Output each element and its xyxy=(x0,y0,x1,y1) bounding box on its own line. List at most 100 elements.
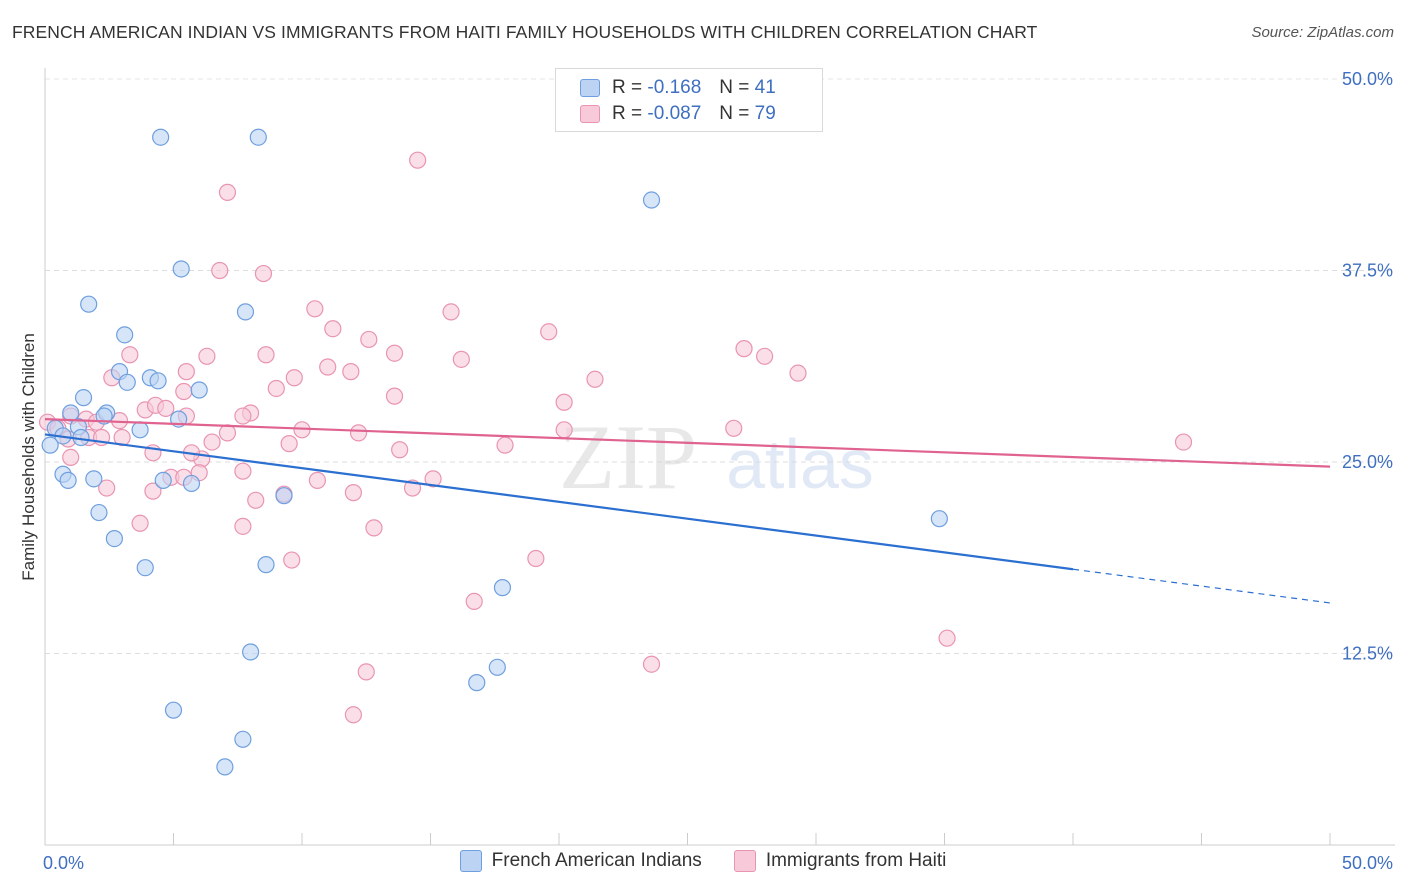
point-french-american-indians-23 xyxy=(85,470,103,488)
legend-item-immigrants-from-haiti: Immigrants from Haiti xyxy=(733,850,947,872)
point-immigrants-from-haiti-74 xyxy=(938,629,956,647)
point-french-american-indians-11 xyxy=(74,389,93,407)
point-french-american-indians-27 xyxy=(275,487,293,505)
point-french-american-indians-30 xyxy=(105,529,123,548)
point-immigrants-from-haiti-41 xyxy=(349,424,368,442)
point-immigrants-from-haiti-10 xyxy=(257,346,275,364)
point-french-american-indians-40 xyxy=(149,372,167,390)
point-immigrants-from-haiti-9 xyxy=(121,346,139,364)
point-french-american-indians-0 xyxy=(152,128,170,146)
point-immigrants-from-haiti-6 xyxy=(324,320,342,338)
point-immigrants-from-haiti-18 xyxy=(342,363,360,381)
legend-blue-r-value: -0.168 xyxy=(647,77,702,98)
point-french-american-indians-29 xyxy=(930,510,948,528)
point-immigrants-from-haiti-58 xyxy=(234,462,252,480)
point-french-american-indians-28 xyxy=(90,503,108,522)
point-immigrants-from-haiti-0 xyxy=(409,151,427,169)
point-immigrants-from-haiti-2 xyxy=(211,261,229,280)
point-french-american-indians-37 xyxy=(164,701,183,719)
point-immigrants-from-haiti-3 xyxy=(254,264,273,283)
y-axis-label: Family Households with Children xyxy=(19,333,38,581)
point-immigrants-from-haiti-4 xyxy=(306,300,324,318)
point-immigrants-from-haiti-49 xyxy=(280,435,298,453)
x-tick-label-0: 0.0% xyxy=(43,853,84,873)
point-french-american-indians-36 xyxy=(468,674,486,692)
point-french-american-indians-38 xyxy=(234,730,252,748)
point-immigrants-from-haiti-51 xyxy=(391,441,409,459)
axes xyxy=(44,68,1395,846)
point-french-american-indians-32 xyxy=(136,559,154,577)
point-immigrants-from-haiti-42 xyxy=(218,424,237,442)
legend-pink-r-label: R = xyxy=(612,103,643,124)
point-french-american-indians-3 xyxy=(172,260,190,278)
point-immigrants-from-haiti-7 xyxy=(540,323,558,341)
point-immigrants-from-haiti-50 xyxy=(496,436,514,454)
legend-blue-n-label: N = xyxy=(719,77,750,98)
point-french-american-indians-2 xyxy=(642,191,661,209)
y-tick-label-0: 12.5% xyxy=(1342,644,1393,664)
y-tick-label-3: 50.0% xyxy=(1342,69,1393,89)
legend-row-pink: R = -0.087 N = 79 xyxy=(580,101,776,127)
legend-swatch-french-american-indians xyxy=(459,850,482,872)
point-immigrants-from-haiti-77 xyxy=(344,706,362,724)
point-french-american-indians-39 xyxy=(216,758,234,776)
legend-pink-r-value: -0.087 xyxy=(647,103,702,124)
point-immigrants-from-haiti-15 xyxy=(755,347,774,365)
y-tick-label-1: 25.0% xyxy=(1342,452,1393,472)
point-immigrants-from-haiti-71 xyxy=(527,549,545,568)
point-french-american-indians-6 xyxy=(116,326,134,344)
point-immigrants-from-haiti-72 xyxy=(283,551,301,569)
point-immigrants-from-haiti-11 xyxy=(385,344,404,362)
point-french-american-indians-20 xyxy=(41,436,59,454)
legend-label-immigrants-from-haiti: Immigrants from Haiti xyxy=(765,850,947,871)
point-immigrants-from-haiti-62 xyxy=(424,470,442,488)
chart-source: Source: ZipAtlas.com xyxy=(1251,24,1394,41)
point-immigrants-from-haiti-8 xyxy=(360,330,378,349)
point-french-american-indians-24 xyxy=(59,471,77,489)
trend-lines xyxy=(44,418,1331,604)
point-immigrants-from-haiti-17 xyxy=(177,363,195,381)
point-french-american-indians-35 xyxy=(488,658,506,676)
legend-swatch-immigrants-from-haiti xyxy=(733,850,756,872)
point-immigrants-from-haiti-69 xyxy=(234,517,252,535)
point-french-american-indians-5 xyxy=(236,303,255,321)
point-french-american-indians-14 xyxy=(95,407,113,425)
legend-pink-n-label: N = xyxy=(719,103,750,124)
point-immigrants-from-haiti-29 xyxy=(157,399,175,417)
legend-swatch-blue xyxy=(580,79,600,97)
point-french-american-indians-9 xyxy=(118,373,136,391)
series-legend: French American Indians Immigrants from … xyxy=(0,850,1406,872)
point-immigrants-from-haiti-52 xyxy=(1174,433,1193,451)
chart-title: FRENCH AMERICAN INDIAN VS IMMIGRANTS FRO… xyxy=(12,22,1038,42)
point-immigrants-from-haiti-12 xyxy=(198,347,216,365)
point-immigrants-from-haiti-67 xyxy=(247,491,265,509)
point-immigrants-from-haiti-20 xyxy=(285,369,303,387)
point-immigrants-from-haiti-70 xyxy=(365,519,383,537)
point-french-american-indians-10 xyxy=(190,381,208,399)
watermark-atlas: atlas xyxy=(726,425,874,503)
point-french-american-indians-31 xyxy=(257,556,275,574)
point-immigrants-from-haiti-5 xyxy=(442,303,460,321)
legend-item-french-american-indians: French American Indians xyxy=(459,850,702,872)
point-french-american-indians-18 xyxy=(131,421,149,439)
point-immigrants-from-haiti-78 xyxy=(144,482,162,500)
point-immigrants-from-haiti-32 xyxy=(234,407,252,425)
point-immigrants-from-haiti-48 xyxy=(203,433,221,451)
point-immigrants-from-haiti-39 xyxy=(725,419,743,437)
point-immigrants-from-haiti-1 xyxy=(218,183,237,201)
point-immigrants-from-haiti-16 xyxy=(319,358,337,376)
point-immigrants-from-haiti-23 xyxy=(175,382,193,401)
point-immigrants-from-haiti-76 xyxy=(357,663,375,681)
point-immigrants-from-haiti-54 xyxy=(62,448,80,467)
point-french-american-indians-34 xyxy=(242,643,260,661)
legend-swatch-pink xyxy=(580,105,600,123)
point-immigrants-from-haiti-14 xyxy=(735,340,753,358)
point-french-american-indians-26 xyxy=(182,474,201,493)
trend-extension-french-american-indians xyxy=(1072,568,1331,604)
point-immigrants-from-haiti-13 xyxy=(452,350,470,368)
x-tick-label-1: 50.0% xyxy=(1342,853,1393,873)
point-immigrants-from-haiti-68 xyxy=(131,514,149,532)
legend-pink-n-value: 79 xyxy=(754,103,776,124)
correlation-legend: R = -0.168 N = 41 R = -0.087 N = 79 xyxy=(555,68,823,132)
point-immigrants-from-haiti-25 xyxy=(385,387,404,405)
